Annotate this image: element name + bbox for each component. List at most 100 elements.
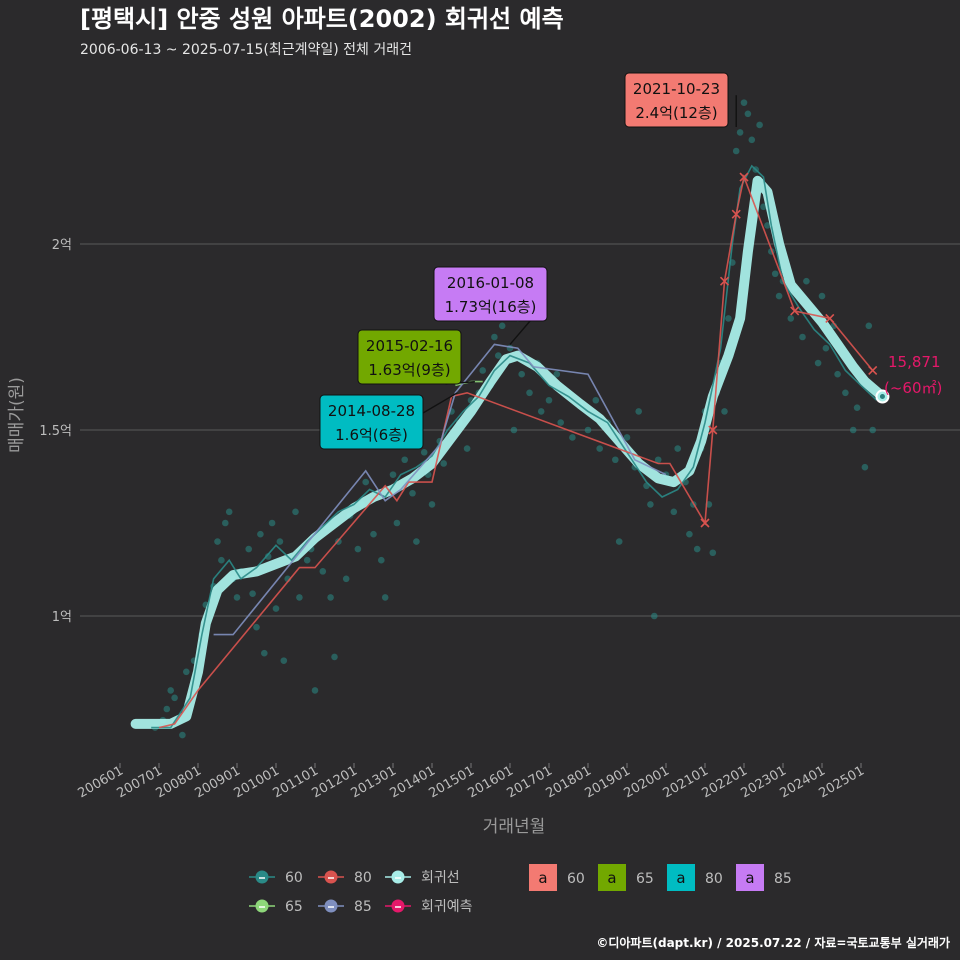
point-60 (635, 408, 642, 415)
point-60 (693, 545, 701, 553)
point-60 (218, 556, 225, 564)
point-60 (814, 359, 822, 367)
legend-swatch (324, 899, 338, 913)
point-60 (440, 460, 448, 467)
point-60 (179, 731, 186, 739)
point-60 (670, 508, 678, 516)
point-60 (378, 556, 385, 564)
legend-label-box-glyph: a (676, 869, 685, 887)
callout-date: 2021-10-23 (633, 80, 720, 98)
legend-label-box-text: 60 (567, 871, 585, 887)
point-60 (822, 344, 830, 352)
point-60 (647, 501, 654, 508)
point-60 (612, 456, 619, 464)
callout-leader (509, 320, 531, 345)
point-60 (510, 426, 518, 434)
point-60 (592, 396, 600, 404)
point-60 (787, 315, 795, 322)
legend-swatch (391, 870, 405, 884)
legend-label-box-glyph: a (607, 869, 616, 887)
point-60 (272, 605, 280, 612)
point-60 (401, 456, 409, 464)
callout-value: 1.6억(6층) (335, 426, 408, 444)
point-60 (842, 389, 849, 397)
point-60 (214, 538, 221, 545)
point-60 (389, 471, 397, 478)
legend-label: 회귀선 (421, 870, 460, 886)
legend: 60 80 회귀선 65 85 회귀예측 a 60 a 65 a 80 a 85 (249, 864, 792, 915)
point-60 (736, 129, 744, 136)
point-60 (167, 687, 174, 694)
callout-value: 2.4억(12층) (635, 104, 717, 122)
point-60 (303, 556, 311, 564)
point-60 (725, 315, 732, 322)
point-60 (413, 538, 420, 545)
chart-subtitle: 2006-06-13 ~ 2025-07-15(최근계약일) 전체 거래건 (80, 42, 412, 58)
credit: ©디아파트(dapt.kr) / 2025.07.22 / 자료=국토교통부 실… (596, 935, 950, 950)
point-60 (771, 270, 779, 278)
point-60 (721, 408, 728, 415)
point-60 (331, 653, 338, 661)
point-60 (553, 370, 561, 378)
x-axis-title: 거래년월 (483, 817, 546, 837)
y-tick-label: 2억 (52, 238, 72, 253)
point-60 (249, 590, 256, 597)
prediction-area: (~60㎡) (884, 379, 942, 397)
legend-label-box (736, 864, 764, 891)
point-60 (362, 478, 370, 486)
callout-date: 2015-02-16 (366, 337, 453, 355)
point-60 (342, 575, 350, 583)
legend-label: 65 (285, 899, 303, 915)
point-60 (163, 705, 171, 713)
point-60 (526, 389, 533, 397)
legend-label-box-text: 85 (774, 871, 792, 887)
point-60 (834, 370, 841, 378)
legend-swatch (255, 870, 269, 884)
point-60 (569, 434, 576, 441)
point-60 (257, 530, 264, 538)
point-60 (280, 657, 288, 664)
point-60 (245, 545, 252, 553)
point-60 (292, 508, 299, 516)
point-60 (799, 333, 806, 341)
point-60 (557, 419, 564, 426)
grid (80, 243, 960, 617)
point-80 (700, 518, 710, 528)
legend-swatch (255, 899, 269, 913)
callout-date: 2016-01-08 (447, 274, 534, 292)
callout-value: 1.63억(9층) (368, 361, 450, 379)
point-60 (479, 367, 487, 374)
point-60 (709, 549, 717, 557)
point-60 (775, 292, 783, 300)
callout-date: 2014-08-28 (328, 402, 415, 420)
legend-label-box-glyph: a (745, 869, 754, 887)
callout-value: 1.73억(16층) (445, 298, 537, 316)
legend-label: 60 (285, 870, 303, 886)
point-60 (370, 530, 377, 538)
point-60 (171, 694, 178, 702)
point-60 (183, 668, 190, 676)
callout-box (357, 329, 462, 385)
point-80 (825, 313, 835, 323)
point-60 (748, 136, 756, 144)
point-60 (233, 594, 241, 601)
point-60 (740, 99, 748, 106)
point-60 (498, 322, 506, 330)
point-60 (276, 538, 284, 545)
series-line-60 (151, 164, 878, 729)
legend-swatch (324, 870, 338, 884)
point-60 (732, 147, 740, 155)
point-60 (409, 489, 416, 497)
y-tick-labels: 1억 1.5억 2억 (39, 238, 72, 625)
point-60 (268, 519, 276, 527)
point-60 (222, 519, 229, 527)
prediction-point-core (879, 394, 885, 400)
point-60 (495, 352, 502, 359)
series-line-80 (158, 174, 874, 729)
point-60 (463, 445, 471, 452)
legend-label-box-text: 80 (705, 871, 723, 887)
legend-label-box-text: 65 (636, 871, 654, 887)
point-60 (381, 594, 389, 601)
point-60 (264, 553, 272, 560)
